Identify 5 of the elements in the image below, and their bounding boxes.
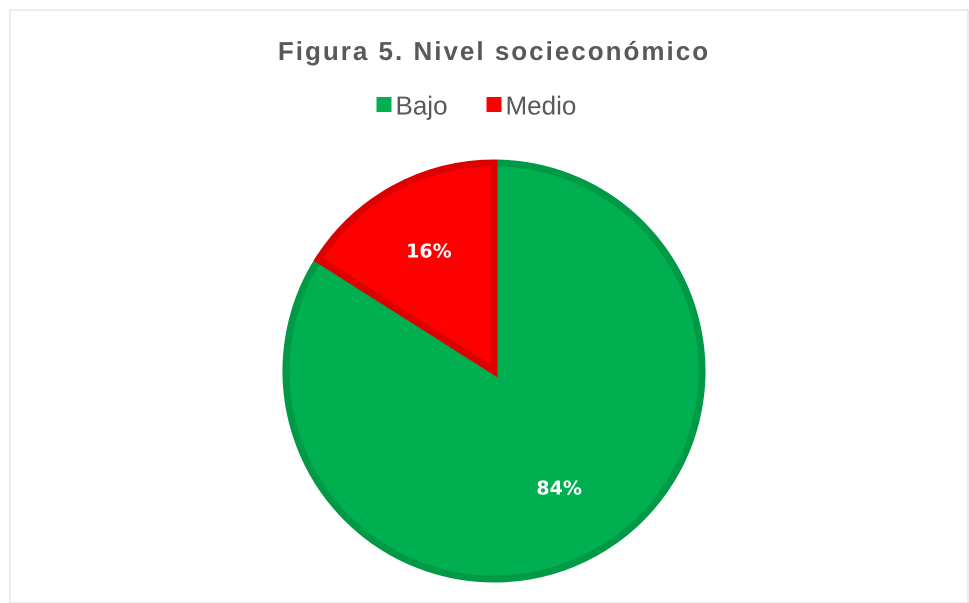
chart-title: Figura 5. Nivel socieconómico [278, 36, 710, 66]
legend-label: Medio [506, 90, 576, 120]
legend-label: Bajo [396, 90, 448, 120]
data-label: 16% [406, 240, 452, 263]
data-label: 84% [536, 478, 582, 500]
